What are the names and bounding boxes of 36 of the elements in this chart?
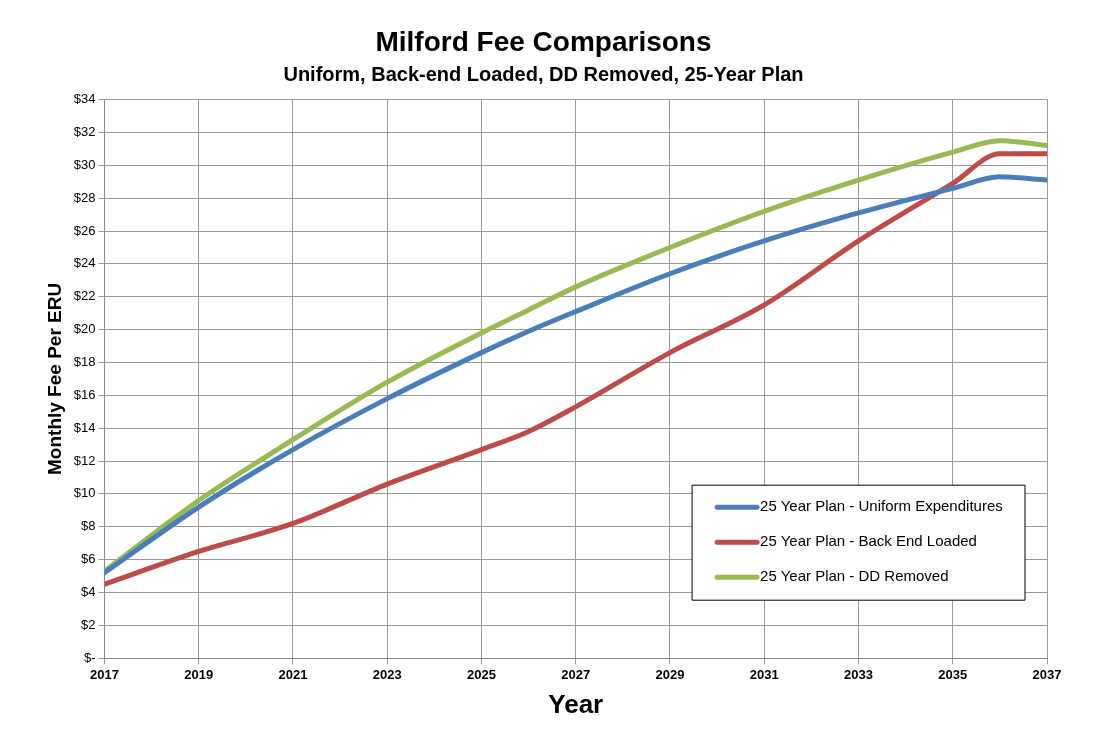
x-tick-label: 2021 <box>278 666 308 682</box>
y-tick-label: $22 <box>73 288 96 304</box>
x-tick-label: 2037 <box>1032 666 1062 682</box>
x-tick-label: 2029 <box>655 666 685 682</box>
x-tick-label: 2031 <box>749 666 779 682</box>
y-tick-label: $- <box>83 649 96 665</box>
y-tick-label: $18 <box>73 354 96 370</box>
y-tick-label: $2 <box>81 616 96 632</box>
x-axis-title: Year <box>548 688 604 719</box>
y-tick-label: $4 <box>81 584 96 600</box>
y-tick-label: $8 <box>81 518 96 534</box>
chart-subtitle: Uniform, Back-end Loaded, DD Removed, 25-Year Plan <box>283 63 804 86</box>
x-tick-label: 2027 <box>561 666 591 682</box>
y-tick-label: $24 <box>73 255 96 271</box>
y-axis-title: Monthly Fee Per ERU <box>43 282 65 475</box>
y-tick-label: $20 <box>73 321 96 337</box>
y-tick-label: $14 <box>73 419 96 435</box>
y-tick-label: $12 <box>73 452 96 468</box>
chart-title: Milford Fee Comparisons <box>375 25 712 57</box>
x-tick-label: 2025 <box>467 666 496 682</box>
legend-label: 25 Year Plan - DD Removed <box>760 567 949 585</box>
x-tick-label: 2017 <box>90 666 119 682</box>
y-tick-label: $10 <box>73 485 96 501</box>
legend-label: 25 Year Plan - Uniform Expenditures <box>760 497 1003 515</box>
x-tick-label: 2023 <box>372 666 402 682</box>
x-tick-label: 2033 <box>844 666 873 682</box>
y-tick-label: $16 <box>73 386 96 402</box>
x-tick-label: 2019 <box>184 666 214 682</box>
x-tick-label: 2035 <box>938 666 968 682</box>
y-tick-label: $28 <box>73 189 96 205</box>
y-tick-label: $30 <box>73 156 96 172</box>
y-tick-label: $34 <box>73 91 96 107</box>
y-tick-label: $6 <box>81 551 96 567</box>
y-tick-label: $32 <box>73 124 96 140</box>
y-tick-label: $26 <box>73 222 96 238</box>
legend-label: 25 Year Plan - Back End Loaded <box>760 532 977 550</box>
